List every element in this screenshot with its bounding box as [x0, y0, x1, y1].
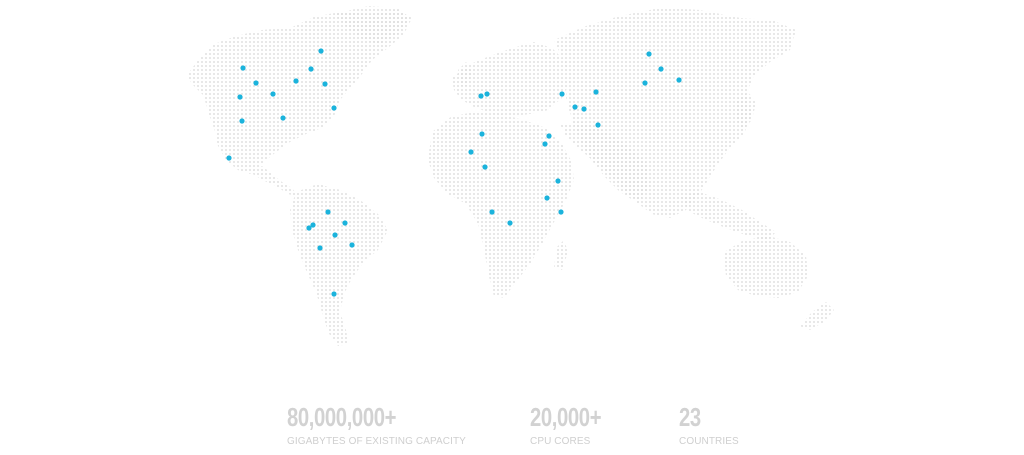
datacenter-marker-africa: [479, 131, 485, 137]
datacenter-marker-north-america: [318, 48, 324, 54]
datacenter-marker-asia: [658, 66, 664, 72]
datacenter-marker-south-america: [325, 209, 331, 215]
stats-row: 80,000,000+ GIGABYTES OF EXISTING CAPACI…: [0, 402, 1024, 455]
island-madagascar: [554, 240, 568, 270]
datacenter-marker-africa: [544, 195, 550, 201]
datacenter-marker-south-america: [342, 220, 348, 226]
datacenter-marker-north-america: [237, 94, 243, 100]
land-masses: [186, 6, 834, 346]
datacenter-marker-south-america: [332, 232, 338, 238]
continent-south-america: [290, 184, 388, 346]
datacenter-markers: [226, 48, 682, 297]
datacenter-marker-asia: [595, 122, 601, 128]
stat-label: GIGABYTES OF EXISTING CAPACITY: [287, 436, 466, 447]
datacenter-marker-asia: [642, 80, 648, 86]
datacenter-marker-north-america: [270, 91, 276, 97]
datacenter-marker-europe: [478, 93, 484, 99]
stat-label: COUNTRIES: [679, 436, 739, 447]
datacenter-marker-south-america: [317, 245, 323, 251]
datacenter-marker-africa: [546, 133, 552, 139]
datacenter-marker-africa: [468, 149, 474, 155]
region-south-asia: [560, 122, 650, 200]
datacenter-marker-south-america: [331, 291, 337, 297]
stat-cpu-cores: 20,000+ CPU CORES: [530, 402, 621, 448]
datacenter-marker-asia: [581, 106, 587, 112]
datacenter-marker-europe: [484, 91, 490, 97]
datacenter-marker-north-america: [293, 78, 299, 84]
continent-asia: [554, 8, 796, 218]
datacenter-marker-africa: [558, 209, 564, 215]
datacenter-marker-asia: [559, 91, 565, 97]
stat-capacity: 80,000,000+ GIGABYTES OF EXISTING CAPACI…: [287, 402, 466, 448]
datacenter-marker-north-america: [331, 105, 337, 111]
island-new-zealand: [800, 302, 834, 330]
continent-africa: [428, 112, 574, 298]
datacenter-marker-africa: [507, 220, 513, 226]
world-map: [186, 6, 834, 346]
region-southeast-asia: [680, 192, 776, 240]
datacenter-marker-north-america: [322, 81, 328, 87]
datacenter-marker-south-america: [310, 222, 316, 228]
datacenter-marker-north-america: [239, 118, 245, 124]
datacenter-marker-asia: [676, 77, 682, 83]
datacenter-marker-north-america: [308, 66, 314, 72]
stat-label: CPU CORES: [530, 436, 591, 447]
datacenter-marker-north-america: [280, 115, 286, 121]
datacenter-marker-south-america: [306, 225, 312, 231]
stat-value: 23: [679, 402, 701, 432]
datacenter-marker-north-america: [226, 155, 232, 161]
island-uk: [458, 62, 472, 86]
island-japan: [736, 92, 756, 130]
datacenter-marker-asia: [646, 51, 652, 57]
datacenter-marker-north-america: [240, 65, 246, 71]
continent-greenland: [334, 6, 410, 44]
continent-north-america: [186, 10, 412, 174]
datacenter-marker-south-america: [349, 242, 355, 248]
stat-value: 20,000+: [530, 402, 602, 432]
continent-australia: [724, 236, 808, 298]
datacenter-marker-africa: [489, 209, 495, 215]
datacenter-marker-africa: [482, 164, 488, 170]
stat-value: 80,000,000+: [287, 402, 397, 432]
continent-central-america: [250, 166, 298, 196]
datacenter-marker-north-america: [253, 80, 259, 86]
datacenter-marker-asia: [572, 104, 578, 110]
datacenter-marker-asia: [593, 89, 599, 95]
datacenter-marker-africa: [542, 141, 548, 147]
datacenter-marker-africa: [555, 178, 561, 184]
stat-countries: 23 COUNTRIES: [679, 402, 739, 448]
